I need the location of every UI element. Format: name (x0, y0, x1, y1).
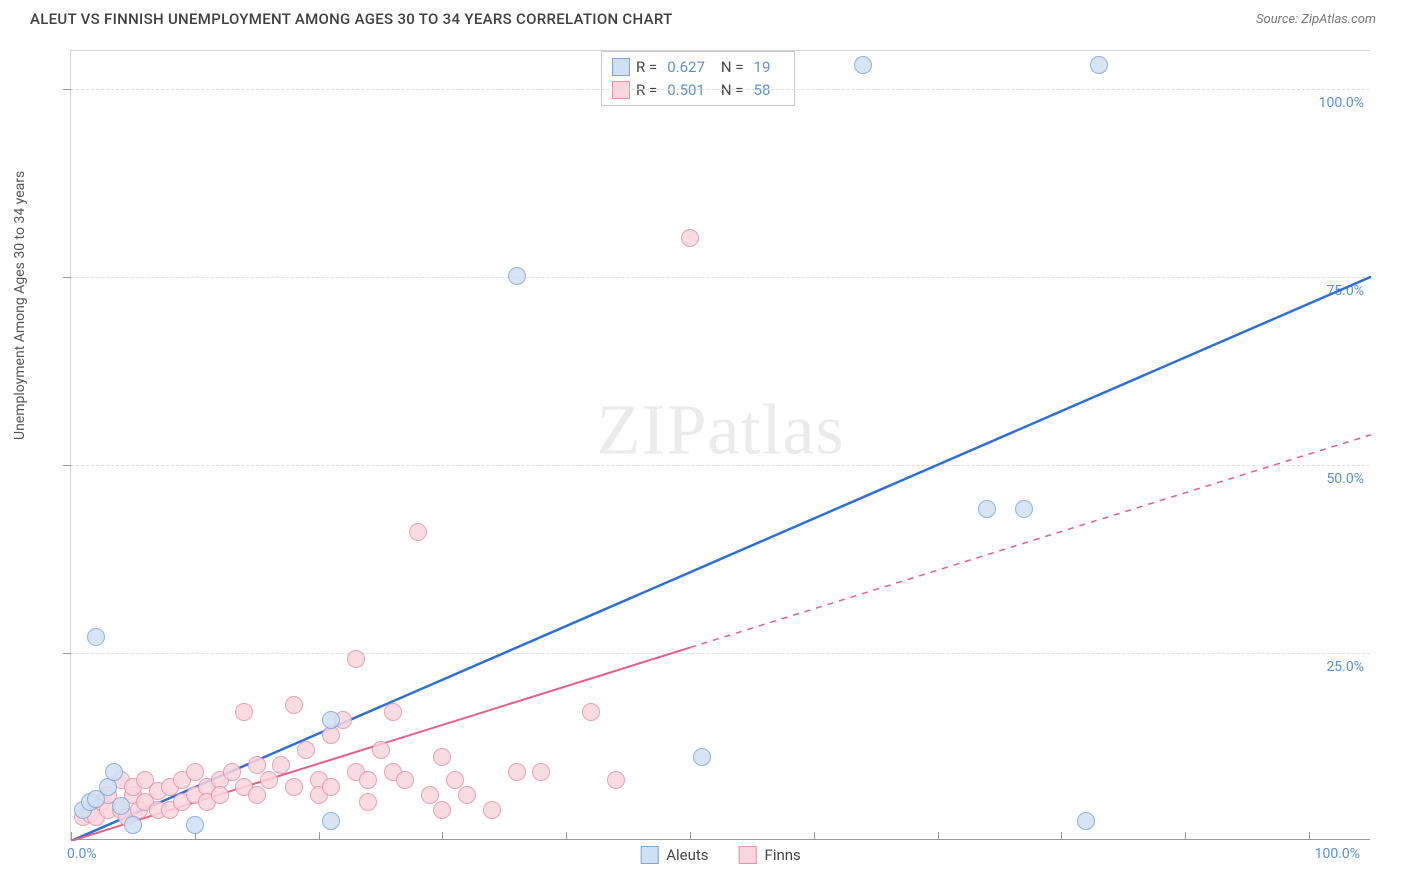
data-point (384, 703, 402, 721)
data-point (105, 763, 123, 781)
data-point (235, 703, 253, 721)
legend-n-label: N = (721, 56, 744, 79)
legend-swatch-aleuts (612, 58, 630, 76)
legend-swatch-finns (612, 81, 630, 99)
legend-n-label: N = (721, 79, 744, 102)
data-point (272, 756, 290, 774)
trend-lines (71, 51, 1371, 841)
x-tick-mark (814, 832, 815, 840)
x-tick-mark (1309, 832, 1310, 840)
data-point (582, 703, 600, 721)
gridline (71, 277, 1370, 278)
x-tick-mark (442, 832, 443, 840)
data-point (285, 778, 303, 796)
data-point (248, 756, 266, 774)
data-point (532, 763, 550, 781)
data-point (372, 741, 390, 759)
legend-swatch-aleuts (640, 846, 658, 864)
data-point (211, 786, 229, 804)
data-point (186, 816, 204, 834)
series-legend-item: Finns (739, 846, 801, 864)
gridline (71, 89, 1370, 90)
y-tick-label: 100.0% (1319, 95, 1364, 111)
data-point (433, 748, 451, 766)
data-point (359, 793, 377, 811)
data-point (285, 696, 303, 714)
plot-area: ZIPatlas R = 0.627 N = 19 R = 0.501 N = … (70, 50, 1370, 840)
data-point (458, 786, 476, 804)
data-point (297, 741, 315, 759)
trend-line-dashed (690, 435, 1371, 648)
data-point (409, 523, 427, 541)
trend-line-solid (71, 277, 1371, 841)
data-point (1015, 500, 1033, 518)
x-tick-mark (566, 832, 567, 840)
gridline (71, 653, 1370, 654)
data-point (322, 778, 340, 796)
y-tick-mark (63, 277, 71, 278)
chart-title: ALEUT VS FINNISH UNEMPLOYMENT AMONG AGES… (30, 10, 673, 28)
data-point (347, 650, 365, 668)
y-tick-mark (63, 89, 71, 90)
data-point (112, 797, 130, 815)
series-legend: Aleuts Finns (640, 846, 801, 864)
x-tick-mark (690, 832, 691, 840)
x-axis-max-label: 100.0% (1315, 846, 1360, 862)
gridline (71, 465, 1370, 466)
data-point (260, 771, 278, 789)
x-axis (71, 839, 1370, 840)
legend-n-value: 58 (750, 79, 781, 102)
legend-r-value: 0.501 (663, 79, 715, 102)
x-tick-mark (71, 832, 72, 840)
data-point (124, 816, 142, 834)
data-point (854, 56, 872, 74)
x-tick-mark (1061, 832, 1062, 840)
y-tick-label: 50.0% (1326, 471, 1364, 487)
y-tick-mark (63, 653, 71, 654)
y-tick-mark (63, 465, 71, 466)
chart-source: Source: ZipAtlas.com (1256, 12, 1376, 27)
series-legend-item: Aleuts (640, 846, 708, 864)
data-point (433, 801, 451, 819)
y-tick-label: 25.0% (1326, 659, 1364, 675)
chart-container: Unemployment Among Ages 30 to 34 years Z… (30, 40, 1376, 860)
legend-r-value: 0.627 (663, 56, 715, 79)
data-point (681, 229, 699, 247)
data-point (483, 801, 501, 819)
data-point (508, 763, 526, 781)
data-point (1090, 56, 1108, 74)
series-legend-label: Aleuts (666, 846, 708, 864)
data-point (87, 628, 105, 646)
x-tick-mark (319, 832, 320, 840)
data-point (322, 711, 340, 729)
data-point (1077, 812, 1095, 830)
stats-legend-row: R = 0.501 N = 58 (612, 79, 780, 102)
legend-swatch-finns (739, 846, 757, 864)
data-point (322, 812, 340, 830)
data-point (693, 748, 711, 766)
data-point (978, 500, 996, 518)
data-point (508, 267, 526, 285)
data-point (421, 786, 439, 804)
data-point (248, 786, 266, 804)
stats-legend: R = 0.627 N = 19 R = 0.501 N = 58 (601, 51, 795, 106)
x-tick-mark (1185, 832, 1186, 840)
y-axis-label: Unemployment Among Ages 30 to 34 years (12, 171, 28, 440)
data-point (359, 771, 377, 789)
y-tick-label: 75.0% (1326, 283, 1364, 299)
x-tick-mark (938, 832, 939, 840)
legend-n-value: 19 (750, 56, 781, 79)
watermark: ZIPatlas (597, 388, 845, 471)
series-legend-label: Finns (765, 846, 801, 864)
legend-r-label: R = (636, 56, 657, 79)
legend-r-label: R = (636, 79, 657, 102)
data-point (186, 763, 204, 781)
stats-legend-row: R = 0.627 N = 19 (612, 56, 780, 79)
data-point (223, 763, 241, 781)
data-point (446, 771, 464, 789)
data-point (607, 771, 625, 789)
x-axis-min-label: 0.0% (67, 846, 97, 862)
data-point (396, 771, 414, 789)
